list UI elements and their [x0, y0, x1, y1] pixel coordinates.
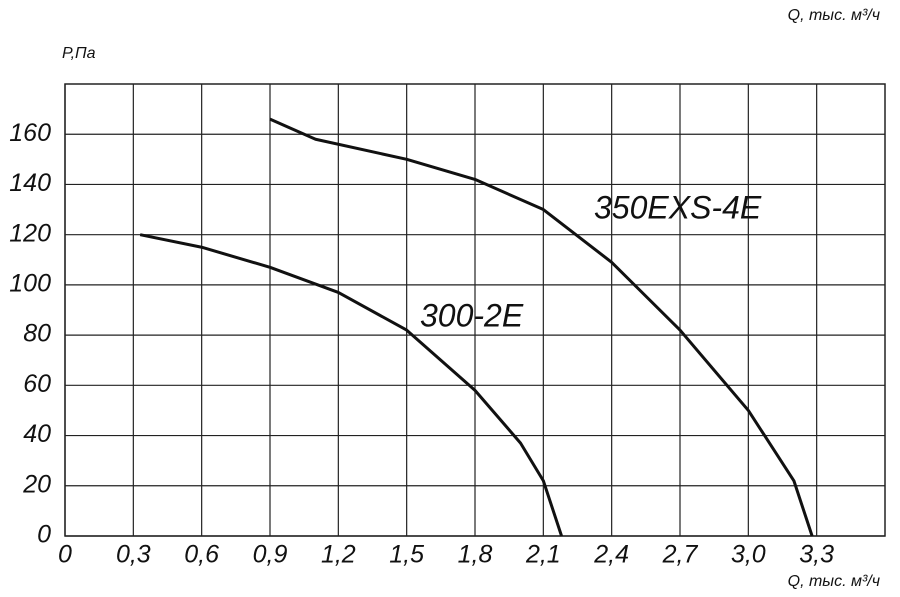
series-label: 350EXS-4E [594, 189, 762, 225]
x-tick-label: 2,1 [525, 541, 561, 569]
y-tick-label: 120 [9, 219, 51, 247]
x-axis-label-top: Q, тыс. м³/ч [788, 7, 880, 24]
series-line [269, 117, 814, 537]
series-label: 300-2E [420, 297, 524, 333]
x-tick-label: 2,7 [662, 541, 699, 569]
series-line [139, 233, 563, 537]
y-tick-label: 140 [9, 169, 51, 197]
y-tick-label: 80 [23, 320, 51, 348]
x-tick-label: 1,2 [321, 541, 356, 569]
x-axis-label: Q, тыс. м³/ч [788, 573, 880, 590]
x-tick-label: 0,9 [253, 541, 288, 569]
x-tick-label: 3,3 [799, 541, 834, 569]
y-tick-label: 20 [22, 470, 51, 498]
x-tick-label: 0,3 [116, 541, 151, 569]
y-axis-label: P,Па [62, 45, 96, 62]
x-tick-label: 3,0 [731, 541, 766, 569]
x-tick-label: 0 [58, 541, 72, 569]
y-tick-label: 40 [23, 420, 51, 448]
x-tick-label: 0,6 [184, 541, 219, 569]
x-tick-label: 1,5 [389, 541, 424, 569]
y-tick-label: 60 [23, 370, 51, 398]
y-tick-label: 0 [37, 521, 51, 549]
x-tick-label: 1,8 [458, 541, 493, 569]
y-tick-label: 160 [9, 119, 51, 147]
y-tick-label: 100 [9, 269, 51, 297]
x-tick-label: 2,4 [593, 541, 629, 569]
